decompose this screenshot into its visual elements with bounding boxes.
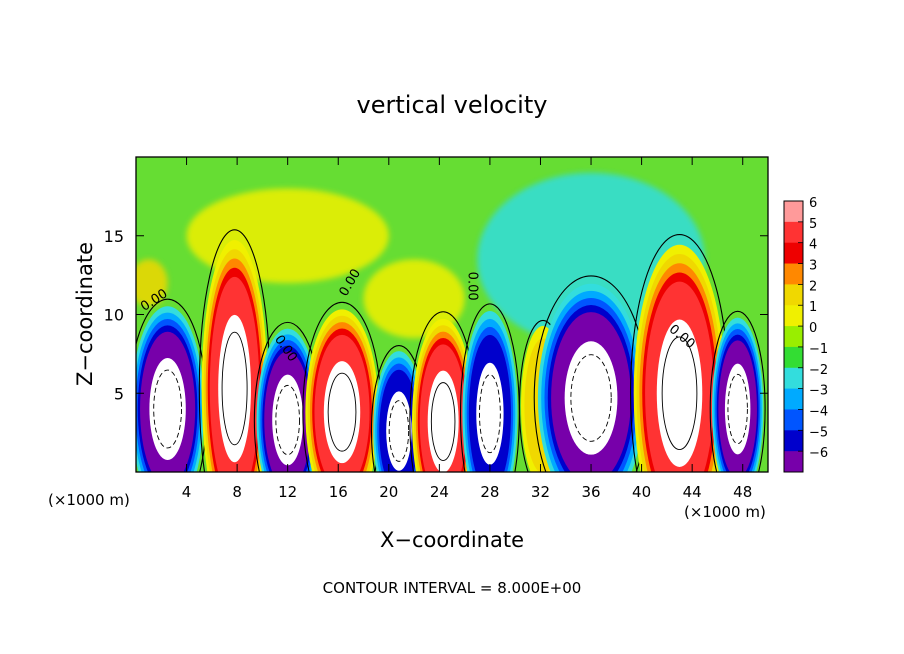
convective-cell-2: [198, 229, 271, 472]
colorbar-swatch-8: [784, 346, 803, 369]
colorbar-swatch-4: [784, 263, 803, 285]
x-unit-left: (×1000 m): [48, 491, 130, 509]
colorbar-swatch-6: [784, 305, 803, 327]
contour-label-4: 0.00: [464, 272, 479, 301]
colorbar-swatch-10: [784, 388, 803, 410]
convective-cell-6: [409, 311, 477, 472]
x-unit-right: (×1000 m): [684, 503, 766, 521]
upper-region-4: [136, 259, 168, 307]
convective-cell-3: [253, 321, 322, 472]
colorbar-label-6: 1: [809, 300, 817, 315]
convective-cell-9: [533, 275, 649, 472]
x-axis-label: X−coordinate: [380, 528, 524, 552]
y-tick-label-10: 10: [104, 306, 124, 325]
x-tick-label-24: 24: [430, 483, 449, 501]
convective-cell-4: [302, 301, 382, 472]
colorbar-label-9: −2: [809, 363, 828, 378]
colorbar-label-7: 0: [809, 321, 817, 336]
colorbar-swatch-12: [784, 430, 803, 452]
y-axis-ticks: 5 10 15: [104, 227, 768, 403]
convective-cell-7: [459, 303, 520, 472]
convective-cell-1: [136, 298, 208, 472]
colorbar-label-11: −4: [809, 404, 828, 419]
y-tick-label-15: 15: [104, 227, 124, 246]
plot-area: 0.000.000.00 0.000.00: [135, 156, 769, 473]
x-tick-label-32: 32: [531, 483, 550, 501]
colorbar-label-2: 5: [809, 217, 817, 232]
x-tick-label-28: 28: [480, 483, 499, 501]
colorbar-label-1: 6: [809, 196, 817, 211]
colorbar-label-3: 4: [809, 238, 817, 253]
x-axis-ticks: 4 8 12 16 20 24 28 32 36 40 44 48: [182, 157, 752, 501]
colorbar-label-8: −1: [809, 342, 828, 357]
velocity-field: [136, 172, 766, 472]
colorbar: 6 5 4 3 2 1 0 −1 −2 −3 −4 −5 −6: [783, 196, 828, 473]
y-axis-label: Z−coordinate: [73, 242, 97, 386]
colorbar-label-12: −5: [809, 425, 828, 440]
x-tick-label-36: 36: [581, 483, 600, 501]
colorbar-frame: [783, 200, 804, 473]
colorbar-label-13: −6: [809, 446, 828, 461]
x-tick-label-12: 12: [278, 483, 297, 501]
colorbar-swatch-13: [784, 451, 803, 473]
colorbar-swatch-5: [784, 284, 803, 306]
colorbar-swatch-3: [784, 242, 803, 264]
colorbar-swatch-9: [784, 367, 803, 390]
contour-interval-note: CONTOUR INTERVAL = 8.000E+00: [323, 579, 582, 597]
y-tick-label-5: 5: [114, 384, 124, 403]
colorbar-label-10: −3: [809, 384, 828, 399]
chart-title: vertical velocity: [357, 91, 548, 119]
upper-region-3: [363, 259, 465, 339]
colorbar-label-5: 2: [809, 279, 817, 294]
x-tick-label-8: 8: [232, 483, 242, 501]
colorbar-label-4: 3: [809, 259, 817, 274]
convective-cell-5: [370, 345, 427, 472]
colorbar-swatch-2: [784, 221, 803, 244]
colorbar-swatch-11: [784, 409, 803, 431]
x-tick-label-16: 16: [329, 483, 348, 501]
convective-cell-11: [709, 310, 766, 472]
x-tick-label-48: 48: [733, 483, 752, 501]
x-tick-label-44: 44: [683, 483, 702, 501]
x-tick-label-40: 40: [632, 483, 651, 501]
x-tick-label-20: 20: [379, 483, 398, 501]
colorbar-swatch-7: [784, 326, 803, 348]
colorbar-swatch-1: [784, 201, 803, 223]
x-tick-label-4: 4: [182, 483, 192, 501]
